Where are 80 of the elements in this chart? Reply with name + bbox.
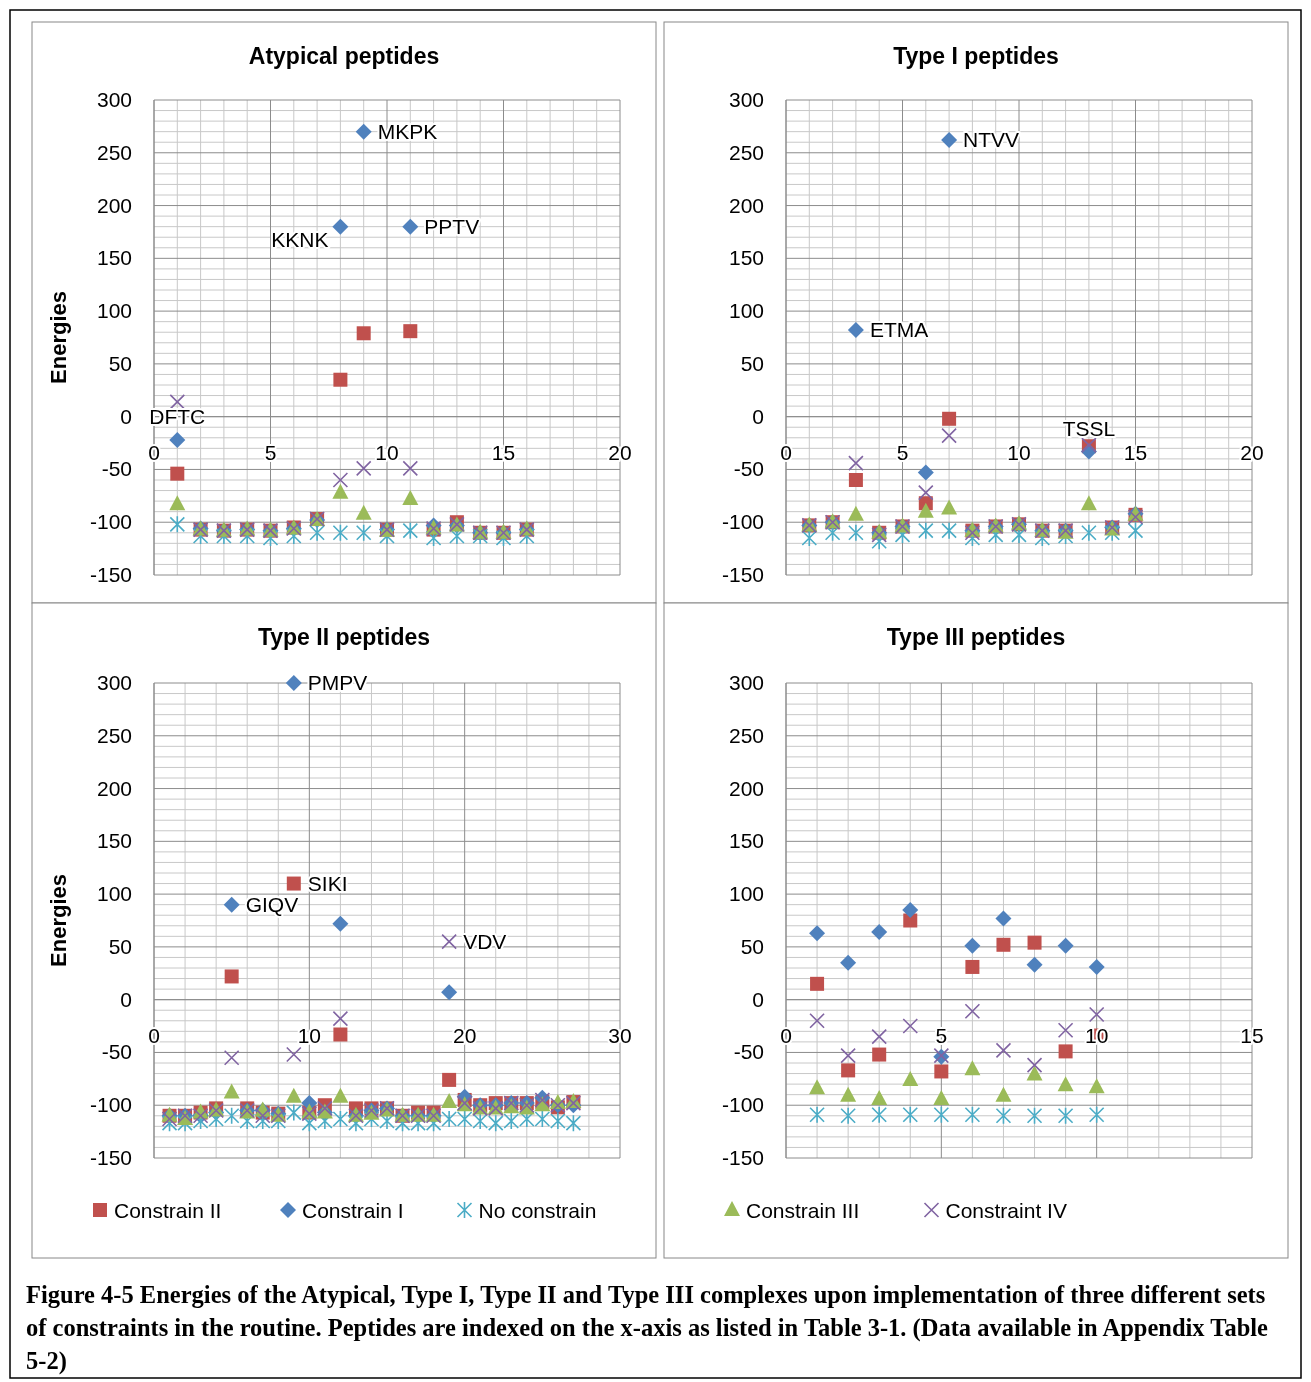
annotation: SIKI [307,871,348,895]
x-tick-label: 30 [608,1023,632,1047]
x-tick-label: 0 [148,1023,160,1047]
x-tick-label: 0 [148,440,160,464]
y-tick-label: 300 [96,671,132,694]
annotation: TSSL [1062,416,1116,440]
y-tick-label: -100 [89,1093,132,1117]
x-tick-label: 15 [1240,1023,1264,1047]
y-tick-label: 50 [108,351,132,375]
chart-title: Type III peptides [886,624,1066,650]
x-tick-label: 20 [452,1023,477,1047]
legend-label: Constrain I [302,1199,404,1222]
y-tick-label: 250 [96,723,132,747]
y-tick-label: 200 [728,776,764,800]
y-tick-label: 50 [740,351,764,375]
annotation: ETMA [869,318,929,342]
annotation: DFTC [149,404,206,428]
y-tick-label: 150 [728,829,764,853]
y-tick-label: -150 [89,563,132,586]
legend-label: Constraint IV [945,1199,1067,1222]
y-tick-label: -100 [89,510,132,534]
chart-title: Type I peptides [893,43,1059,69]
y-tick-label: 100 [96,882,132,906]
x-tick-label: 0 [780,440,792,464]
y-tick-label: -50 [101,1040,132,1064]
y-tick-label: -150 [721,1146,764,1169]
y-tick-label: -50 [733,457,764,481]
y-tick-label: 0 [120,987,132,1011]
annotation: NTVV [963,128,1020,152]
y-tick-label: 100 [728,882,764,906]
y-tick-label: -50 [101,457,132,481]
y-tick-label: 200 [96,776,132,800]
y-tick-label: 300 [96,88,132,111]
y-tick-label: 250 [728,140,764,164]
x-tick-label: 20 [1240,440,1264,464]
x-tick-label: 15 [1123,440,1148,464]
annotation: PMPV [307,671,368,694]
x-tick-label: 10 [297,1023,322,1047]
y-tick-label: 0 [120,404,132,428]
x-tick-label: 0 [780,1023,792,1047]
y-tick-label: 100 [728,299,764,323]
annotation: VDV [463,929,507,953]
y-tick-label: 150 [96,829,132,853]
y-tick-label: 50 [108,934,132,958]
y-tick-label: -100 [721,510,764,534]
y-tick-label: 100 [96,299,132,323]
annotation: KKNK [271,227,329,251]
legend-label: Constrain II [114,1199,222,1222]
y-tick-label: 200 [96,193,132,217]
y-tick-label: 250 [728,723,764,747]
x-tick-label: 5 [264,440,277,464]
y-tick-label: 50 [740,934,764,958]
chart-title: Atypical peptides [248,43,440,69]
annotation: MKPK [377,119,438,143]
chart-title: Type II peptides [257,624,431,650]
y-tick-label: 0 [752,987,764,1011]
y-tick-label: 300 [728,671,764,694]
caption: Figure 4-5 Energies of the Atypical, Type I, Type II and Type III complexes upon implementation of three different sets of constraints in the routine. Peptides are indexed on the x-axis as listed in Table 3-1. (Data available in Appendix Table 5-2) [26,1280,1269,1376]
y-tick-label: -150 [721,563,764,586]
y-tick-label: 300 [728,88,764,111]
y-tick-label: -50 [733,1040,764,1064]
x-tick-label: 15 [491,440,516,464]
annotation: GIQV [245,892,299,916]
y-tick-label: 150 [728,246,764,270]
y-axis-title: Energies [46,291,71,384]
x-tick-label: 10 [375,440,399,464]
annotation: PPTV [424,214,480,238]
y-tick-label: 200 [728,193,764,217]
legend-label: Constrain III [746,1199,860,1222]
x-tick-label: 10 [1007,440,1031,464]
x-tick-label: 5 [935,1023,948,1047]
y-tick-label: 150 [96,246,132,270]
y-tick-label: 0 [752,404,764,428]
y-axis-title: Energies [46,874,71,967]
x-tick-label: 5 [896,440,909,464]
x-tick-label: 20 [608,440,632,464]
y-tick-label: -100 [721,1093,764,1117]
legend-label: No constrain [478,1199,597,1222]
y-tick-label: -150 [89,1146,132,1169]
y-tick-label: 250 [96,140,132,164]
